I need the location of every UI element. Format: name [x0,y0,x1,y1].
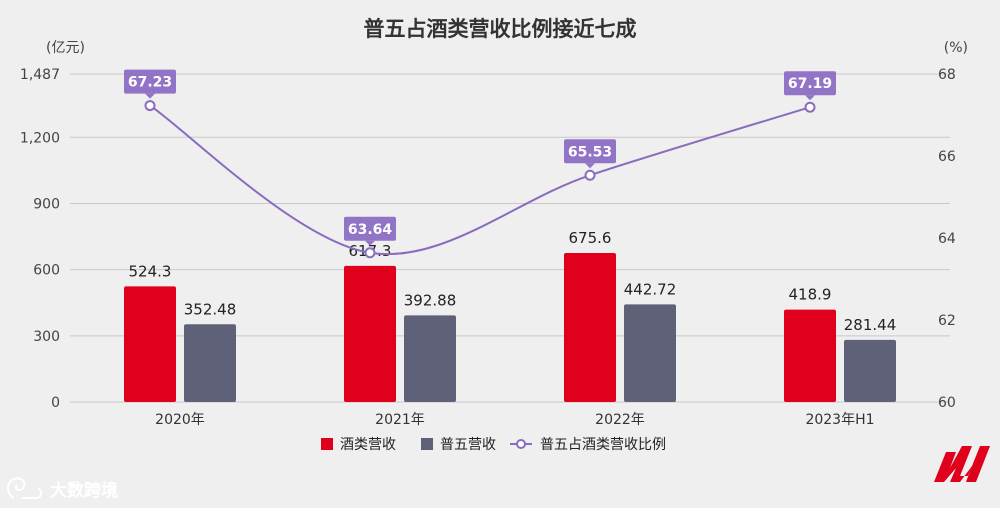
ratio-label-pointer [585,163,595,169]
left-tick-label: 300 [33,329,60,345]
ratio-label-box [344,216,396,241]
ratio-value-labels: 67.23 63.64 65.53 67.19 [124,69,836,246]
bar-wine-revenue [784,309,836,402]
legend-swatch-puwu-revenue [421,438,433,450]
left-tick-label: 600 [33,263,60,279]
ratio-point [364,247,376,259]
right-tick-label: 68 [938,67,956,83]
left-axis-unit: (亿元) [46,40,85,56]
watermark: 大数跨境 [7,477,118,501]
ratio-label-box [784,71,836,96]
bar-value-label: 418.9 [789,286,832,304]
right-tick-label: 60 [938,395,956,411]
chart-title: 普五占酒类营收比例接近七成 [364,17,637,41]
ratio-line [149,104,811,256]
left-axis: 0 300 600 900 1,200 1,487 [20,67,60,411]
legend-swatch-wine-revenue [321,438,333,450]
bar-value-labels: 524.3352.48617.3392.88675.6442.72418.928… [129,229,897,334]
bar-wine-revenue [564,252,616,402]
bar-series [124,252,896,402]
bar-puwu-revenue [844,339,896,402]
bar-value-label: 352.48 [184,300,237,318]
x-axis: 2020年 2021年 2022年 2023年H1 [155,412,874,428]
bar-value-label: 392.88 [404,291,457,309]
right-tick-label: 66 [938,149,956,165]
x-tick-label: 2023年H1 [805,412,874,428]
ratio-value-label: 67.23 [128,75,172,91]
ratio-label-pointer [365,240,375,246]
x-tick-label: 2021年 [375,412,425,428]
bar-puwu-revenue [184,324,236,402]
brand-m-logo-icon [934,446,990,482]
left-tick-label: 900 [33,196,60,212]
legend-label-ratio: 普五占酒类营收比例 [540,437,666,453]
bar-wine-revenue [344,265,396,402]
legend-label-puwu-revenue: 普五营收 [440,437,496,453]
ratio-label-box [564,139,616,164]
x-tick-label: 2022年 [595,412,645,428]
left-tick-label: 1,487 [20,67,60,83]
ratio-point [144,100,156,112]
bar-value-label: 281.44 [844,316,897,334]
ratio-point [804,101,816,113]
ratio-point [584,169,596,181]
right-tick-label: 62 [938,313,956,329]
legend-label-wine-revenue: 酒类营收 [340,437,396,453]
left-tick-label: 0 [51,395,60,411]
bar-puwu-revenue [624,304,676,402]
ratio-label-box [124,69,176,94]
ratio-label-pointer [145,93,155,99]
ratio-value-label: 63.64 [348,222,393,238]
legend-swatch-ratio-marker [516,439,526,449]
ratio-label-pointer [805,95,815,101]
legend: 酒类营收 普五营收 普五占酒类营收比例 [321,437,666,453]
x-tick-label: 2020年 [155,412,205,428]
ratio-value-label: 65.53 [568,144,612,160]
left-tick-label: 1,200 [20,130,60,146]
bar-value-label: 675.6 [569,229,612,247]
bar-value-label: 524.3 [129,262,172,280]
bar-puwu-revenue [404,315,456,402]
watermark-text: 大数跨境 [50,480,118,501]
ratio-value-label: 67.19 [788,76,832,92]
bar-wine-revenue [124,286,176,402]
right-axis: 60 62 64 66 68 [938,67,956,411]
right-tick-label: 64 [938,231,956,247]
snail-logo-icon [7,477,42,499]
ratio-line-series [144,100,816,259]
bar-value-label: 442.72 [624,280,677,298]
right-axis-unit: (%) [944,40,968,56]
